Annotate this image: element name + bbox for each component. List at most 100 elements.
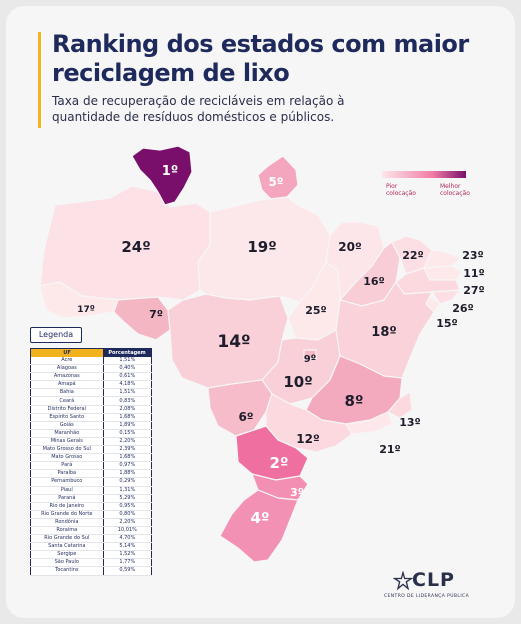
legend-row-uf: Roraima [30,526,104,536]
rank-maranhao: 20º [338,240,362,254]
rank-santa-catarina: 3º [290,486,304,499]
rank-para: 19º [247,238,276,256]
rank-minas-gerais: 8º [345,392,364,410]
state-espirito-santo [387,391,413,419]
legend-row: Acre 1,51% [30,357,152,366]
legend-row: Espírito Santo 1,68% [30,413,152,422]
legend-row: Tocantins 0,59% [30,566,152,576]
legend-row: Amazonas 0,61% [30,372,152,382]
state-rondonia [113,296,171,341]
legend-row: Minas Gerais 2,20% [30,437,152,447]
legend-row-pct: 5,29% [103,494,152,503]
legend-row-uf: Rio Grande do Norte [30,510,104,519]
legend-row-uf: Alagoas [30,364,104,374]
legend-row-uf: Goiás [30,421,104,430]
rank-rondonia: 7º [149,308,163,321]
legend-row-uf: Pará [30,461,104,471]
legend-row-uf: Mato Grosso [30,453,104,463]
legend-row-pct: 5,14% [103,542,152,552]
scale-high-label: Melhor colocação [440,183,470,197]
rank-pernambuco: 11º [463,267,485,280]
state-alagoas [431,289,461,305]
legend-row: Rondônia 2,20% [30,518,152,527]
legend-row: Rio de Janeiro 0,95% [30,502,152,511]
legend-row: Rio Grande do Sul 4,70% [30,534,152,544]
rank-amapa: 5º [268,175,283,189]
legend-row: Santa Catarina 5,14% [30,542,152,552]
rank-paraiba: 27º [463,284,485,297]
legend-row-pct: 1,77% [103,558,152,568]
rank-sergipe: 26º [452,302,474,315]
state-roraima [131,145,193,206]
legend-row-uf: Paraíba [30,469,104,479]
legend-row: Goiás 1,89% [30,421,152,430]
color-scale-bar [382,171,466,178]
legend-row: Ceará 0,83% [30,396,152,406]
legend-row-uf: Piauí [30,486,104,495]
legend-row: Alagoas 0,40% [30,364,152,374]
legend-row-uf: Amapá [30,380,104,390]
legend-row-uf: Paraná [30,494,104,503]
legend-row: Pará 0,97% [30,461,152,471]
legend-row-pct: 1,51% [103,388,152,398]
state-mato-grosso-do-sul [207,379,273,437]
clp-logo-text: CLP [412,569,455,591]
legend-row-pct: 1,52% [103,550,152,560]
legend-row-uf: Mato Grosso do Sul [30,445,104,455]
legend-row-uf: Minas Gerais [30,437,104,447]
rank-goias: 10º [283,373,312,391]
legend-row: Maranhão 0,15% [30,429,152,438]
rank-acre: 17º [77,305,95,315]
legend-table: UF Porcentagem Acre 1,51% Alagoas 0,40% Amaz… [30,348,152,576]
scale-low-label: Pior colocação [386,183,416,197]
legend-row-pct: 0,95% [103,502,152,511]
legend-row-pct: 1,68% [103,413,152,422]
legend-row-uf: Rondônia [30,518,104,527]
legend-row-pct: 0,29% [103,477,152,487]
rank-mato-grosso: 14º [217,332,250,352]
legend-row-pct: 0,15% [103,429,152,438]
legend-row: Roraima 10,01% [30,526,152,536]
page-subtitle: Taxa de recuperação de recicláveis em re… [52,94,345,124]
legend-row-uf: Rio Grande do Sul [30,534,104,544]
clp-logo-subtitle: CENTRO DE LIDERANÇA PÚBLICA [384,594,470,599]
legend-row: Distrito Federal 2,08% [30,405,152,414]
rank-ceara: 22º [402,249,424,262]
legend-row-pct: 0,59% [103,566,152,576]
legend-row-uf: Espírito Santo [30,413,104,422]
legend-row: Sergipe 1,52% [30,550,152,560]
state-paraiba [423,265,463,281]
legend-row-pct: 2,20% [103,518,152,527]
legend-row: Paraíba 1,88% [30,469,152,479]
rank-mato-grosso-do-sul: 6º [238,410,253,424]
legend-row-pct: 0,80% [103,510,152,519]
legend-row-uf: Sergipe [30,550,104,560]
legend-row-pct: 0,61% [103,372,152,382]
legend-row-uf: Maranhão [30,429,104,438]
legend-col-uf: UF [30,348,104,357]
rank-sao-paulo: 12º [296,432,320,446]
rank-distrito-federal: 9º [304,354,317,365]
legend-row-pct: 1,51% [103,357,152,366]
legend-row-uf: Ceará [30,396,104,406]
legend-row-uf: Pernambuco [30,477,104,487]
legend-row-pct: 0,83% [103,396,152,406]
rank-piaui: 16º [363,275,385,288]
legend-col-pct: Porcentagem [103,348,152,357]
legend-row: Amapá 4,18% [30,380,152,390]
rank-espirito-santo: 13º [399,416,421,429]
page-title: Ranking dos estados com maior reciclagem… [52,30,469,87]
clp-star-icon [393,571,413,591]
rank-tocantins: 25º [305,304,327,317]
legend-row-pct: 1,68% [103,453,152,463]
state-distrito-federal [303,349,317,360]
legend-row: Piauí 1,31% [30,486,152,495]
rank-parana: 2º [270,454,289,472]
state-parana [235,425,309,481]
legend-row-pct: 4,18% [103,380,152,390]
legend-row: Mato Grosso 1,68% [30,453,152,463]
legend-row-uf: Acre [30,357,104,366]
legend-row-pct: 4,70% [103,534,152,544]
legend-row: Rio Grande do Norte 0,80% [30,510,152,519]
